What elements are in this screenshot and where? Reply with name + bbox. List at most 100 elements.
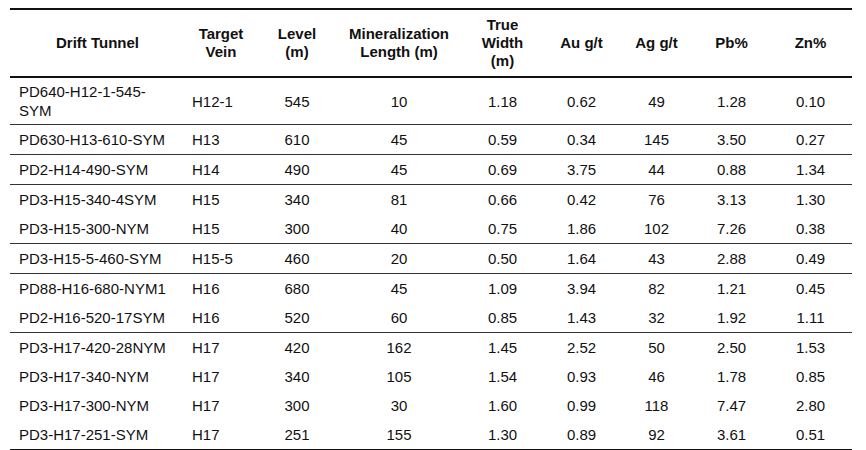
cell-ag-gpt: 49 bbox=[619, 77, 694, 125]
cell-mineralization-length-m: 40 bbox=[337, 214, 461, 244]
cell-mineralization-length-m: 45 bbox=[337, 274, 461, 304]
cell-pb-pct: 3.50 bbox=[694, 125, 769, 155]
cell-level-m: 680 bbox=[257, 274, 337, 304]
cell-ag-gpt: 50 bbox=[619, 333, 694, 363]
table-header-row: Drift Tunnel Target Vein Level (m) Miner… bbox=[10, 9, 852, 77]
column-header-au-gpt: Au g/t bbox=[544, 9, 619, 77]
cell-target-vein: H15-5 bbox=[185, 244, 257, 274]
table-row: PD88-H16-680-NYM1H16680451.093.94821.210… bbox=[10, 274, 852, 304]
cell-level-m: 251 bbox=[257, 420, 337, 450]
table-row: PD640-H12-1-545-SYMH12-1545101.180.62491… bbox=[10, 77, 852, 125]
cell-mineralization-length-m: 20 bbox=[337, 244, 461, 274]
cell-ag-gpt: 44 bbox=[619, 155, 694, 185]
cell-zn-pct: 2.80 bbox=[769, 391, 852, 420]
cell-level-m: 340 bbox=[257, 185, 337, 215]
cell-mineralization-length-m: 81 bbox=[337, 185, 461, 215]
cell-true-width-m: 0.59 bbox=[461, 125, 544, 155]
table-row: PD3-H15-340-4SYMH15340810.660.42763.131.… bbox=[10, 185, 852, 215]
cell-zn-pct: 1.11 bbox=[769, 303, 852, 333]
cell-target-vein: H17 bbox=[185, 391, 257, 420]
cell-au-gpt: 1.86 bbox=[544, 214, 619, 244]
cell-drift-tunnel: PD3-H17-251-SYM bbox=[10, 420, 185, 450]
cell-zn-pct: 0.27 bbox=[769, 125, 852, 155]
cell-zn-pct: 0.38 bbox=[769, 214, 852, 244]
cell-target-vein: H15 bbox=[185, 185, 257, 215]
table-row: PD2-H14-490-SYMH14490450.693.75440.881.3… bbox=[10, 155, 852, 185]
cell-drift-tunnel: PD2-H14-490-SYM bbox=[10, 155, 185, 185]
cell-ag-gpt: 32 bbox=[619, 303, 694, 333]
cell-target-vein: H12-1 bbox=[185, 77, 257, 125]
cell-drift-tunnel: PD640-H12-1-545-SYM bbox=[10, 77, 185, 125]
column-header-drift-tunnel: Drift Tunnel bbox=[10, 9, 185, 77]
table-row: PD2-H16-520-17SYMH16520600.851.43321.921… bbox=[10, 303, 852, 333]
column-header-zn-pct: Zn% bbox=[769, 9, 852, 77]
cell-target-vein: H15 bbox=[185, 214, 257, 244]
cell-mineralization-length-m: 45 bbox=[337, 125, 461, 155]
cell-target-vein: H13 bbox=[185, 125, 257, 155]
cell-drift-tunnel: PD3-H17-300-NYM bbox=[10, 391, 185, 420]
cell-mineralization-length-m: 60 bbox=[337, 303, 461, 333]
cell-true-width-m: 1.30 bbox=[461, 420, 544, 450]
cell-true-width-m: 1.60 bbox=[461, 391, 544, 420]
cell-ag-gpt: 82 bbox=[619, 274, 694, 304]
cell-true-width-m: 1.54 bbox=[461, 362, 544, 391]
cell-drift-tunnel: PD630-H13-610-SYM bbox=[10, 125, 185, 155]
cell-ag-gpt: 118 bbox=[619, 391, 694, 420]
cell-true-width-m: 0.69 bbox=[461, 155, 544, 185]
cell-pb-pct: 1.28 bbox=[694, 77, 769, 125]
table-row: PD3-H17-340-NYMH173401051.540.93461.780.… bbox=[10, 362, 852, 391]
cell-pb-pct: 1.21 bbox=[694, 274, 769, 304]
cell-au-gpt: 2.52 bbox=[544, 333, 619, 363]
cell-zn-pct: 1.30 bbox=[769, 185, 852, 215]
cell-true-width-m: 1.45 bbox=[461, 333, 544, 363]
cell-mineralization-length-m: 10 bbox=[337, 77, 461, 125]
cell-target-vein: H14 bbox=[185, 155, 257, 185]
cell-mineralization-length-m: 30 bbox=[337, 391, 461, 420]
cell-level-m: 420 bbox=[257, 333, 337, 363]
cell-zn-pct: 1.34 bbox=[769, 155, 852, 185]
cell-drift-tunnel: PD2-H16-520-17SYM bbox=[10, 303, 185, 333]
cell-pb-pct: 3.61 bbox=[694, 420, 769, 450]
cell-drift-tunnel: PD3-H17-340-NYM bbox=[10, 362, 185, 391]
table-header: Drift Tunnel Target Vein Level (m) Miner… bbox=[10, 9, 852, 77]
table-row: PD3-H17-251-SYMH172511551.300.89923.610.… bbox=[10, 420, 852, 450]
cell-au-gpt: 3.75 bbox=[544, 155, 619, 185]
cell-ag-gpt: 46 bbox=[619, 362, 694, 391]
cell-au-gpt: 0.42 bbox=[544, 185, 619, 215]
cell-mineralization-length-m: 162 bbox=[337, 333, 461, 363]
cell-target-vein: H16 bbox=[185, 303, 257, 333]
cell-zn-pct: 0.45 bbox=[769, 274, 852, 304]
cell-mineralization-length-m: 45 bbox=[337, 155, 461, 185]
cell-level-m: 490 bbox=[257, 155, 337, 185]
cell-mineralization-length-m: 105 bbox=[337, 362, 461, 391]
cell-pb-pct: 2.50 bbox=[694, 333, 769, 363]
cell-true-width-m: 1.18 bbox=[461, 77, 544, 125]
drill-results-page: Drift Tunnel Target Vein Level (m) Miner… bbox=[0, 8, 866, 450]
column-header-pb-pct: Pb% bbox=[694, 9, 769, 77]
cell-au-gpt: 0.99 bbox=[544, 391, 619, 420]
cell-pb-pct: 1.92 bbox=[694, 303, 769, 333]
cell-true-width-m: 1.09 bbox=[461, 274, 544, 304]
cell-target-vein: H17 bbox=[185, 420, 257, 450]
cell-level-m: 300 bbox=[257, 391, 337, 420]
cell-true-width-m: 0.75 bbox=[461, 214, 544, 244]
cell-pb-pct: 7.47 bbox=[694, 391, 769, 420]
cell-au-gpt: 3.94 bbox=[544, 274, 619, 304]
cell-au-gpt: 0.89 bbox=[544, 420, 619, 450]
cell-au-gpt: 0.93 bbox=[544, 362, 619, 391]
column-header-mineralization-length-m: Mineralization Length (m) bbox=[337, 9, 461, 77]
cell-level-m: 520 bbox=[257, 303, 337, 333]
cell-true-width-m: 0.85 bbox=[461, 303, 544, 333]
cell-au-gpt: 0.62 bbox=[544, 77, 619, 125]
cell-pb-pct: 0.88 bbox=[694, 155, 769, 185]
column-header-target-vein: Target Vein bbox=[185, 9, 257, 77]
cell-pb-pct: 3.13 bbox=[694, 185, 769, 215]
cell-level-m: 460 bbox=[257, 244, 337, 274]
cell-drift-tunnel: PD3-H17-420-28NYM bbox=[10, 333, 185, 363]
cell-target-vein: H17 bbox=[185, 362, 257, 391]
cell-level-m: 545 bbox=[257, 77, 337, 125]
cell-au-gpt: 0.34 bbox=[544, 125, 619, 155]
cell-zn-pct: 0.10 bbox=[769, 77, 852, 125]
column-header-level-m: Level (m) bbox=[257, 9, 337, 77]
cell-zn-pct: 0.49 bbox=[769, 244, 852, 274]
